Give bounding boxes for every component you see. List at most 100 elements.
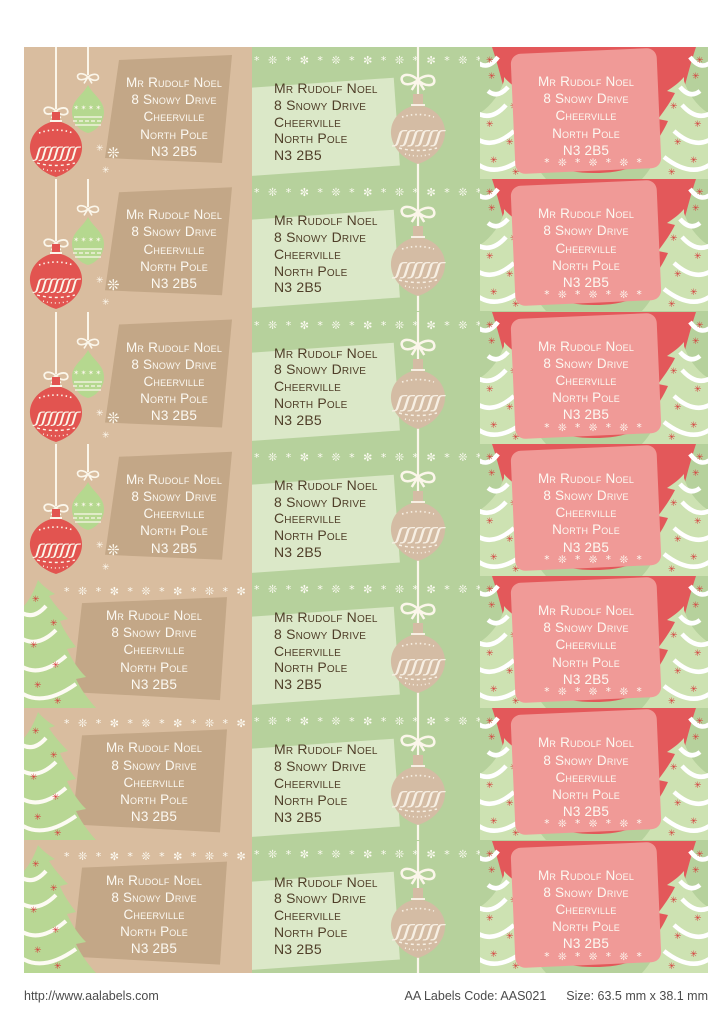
svg-text:✳: ✳ [690,421,698,431]
svg-text:✳: ✳ [486,649,494,659]
svg-text:✳: ✳ [690,817,698,827]
address-block: Mr Rudolf Noel 8 Snowy Drive Cheerville … [119,74,229,160]
svg-text:✳: ✳ [506,535,514,545]
svg-text:✳: ✳ [696,321,704,331]
svg-text:✳: ✳ [668,168,676,178]
svg-text:ʃʃʃʃʃʃʃ: ʃʃʃʃʃʃʃ [32,144,81,162]
address-line: North Pole [552,522,620,538]
svg-text:✳: ✳ [30,906,38,916]
snowflake-border: * ❊ * ✼ * ❊ * ✼ * ❊ * ✼ * [64,585,252,599]
red-bauble-icon: ʃʃʃʃʃʃʃ [29,508,82,574]
svg-text:✳: ✳ [670,763,678,773]
sparkle-icon: ✳ [96,541,104,551]
address-line: 8 Snowy Drive [131,92,217,108]
bow-icon [43,370,69,384]
label-sheet: Mr Rudolf Noel 8 Snowy Drive Cheerville … [24,47,708,973]
address-line: Mr Rudolf Noel [274,741,378,758]
sparkle-icon: ✳ [102,431,110,441]
snowflake-border: * ❊ * ✼ * ❊ * ✼ * ❊ * ✼ * ❊ * [254,847,480,861]
bow-icon [400,338,436,356]
svg-text:✳: ✳ [674,535,682,545]
svg-text:✳: ✳ [692,337,700,347]
label-trees-red: ✳ ✳ ✳ ✳ ✳ ✳ ✳ ✳ ✳ ✳ ✳ ✳ ✳ ✳ Mr Rudolf No… [480,443,708,577]
address-line: Mr Rudolf Noel [125,471,223,487]
bow-icon [76,72,100,84]
svg-text:✳: ✳ [54,829,62,839]
svg-text:✳: ✳ [30,641,38,651]
address-line: Mr Rudolf Noel [125,339,223,355]
address-block: Mr Rudolf Noel 8 Snowy Drive Cheerville … [274,874,396,958]
address-line: Cheerville [555,902,617,917]
snowflake-border: * ❊ * ❊ * ❊ * [544,553,644,566]
label-bauble-green: Mr Rudolf Noel 8 Snowy Drive Cheerville … [252,840,480,973]
address-line: N3 2B5 [274,147,322,164]
address-line: 8 Snowy Drive [543,884,629,900]
svg-text:✳: ✳ [694,385,702,395]
svg-text:✳: ✳ [486,56,494,66]
snowflake-border: * ❊ * ❊ * ❊ * [544,157,644,169]
address-line: N3 2B5 [274,543,322,560]
address-line: Cheerville [274,245,341,262]
address-line: North Pole [140,126,208,142]
label-bauble-green: Mr Rudolf Noel 8 Snowy Drive Cheerville … [252,47,480,180]
address-line: North Pole [552,654,620,670]
address-line: Mr Rudolf Noel [537,603,635,619]
snowflake-border: * ❊ * ❊ * ❊ * [544,421,644,434]
svg-text:✳: ✳ [52,793,60,803]
svg-text:✳: ✳ [674,932,682,942]
address-line: Mr Rudolf Noel [274,212,378,229]
address-line: N3 2B5 [150,276,198,292]
label-trees-red: ✳ ✳ ✳ ✳ ✳ ✳ ✳ ✳ ✳ ✳ ✳ ✳ ✳ ✳ Mr Rudolf No… [480,576,708,709]
svg-text:✳: ✳ [674,799,682,809]
label-ornaments-tan: Mr Rudolf Noel 8 Snowy Drive Cheerville … [24,179,252,312]
beige-bauble-icon: ʃʃʃʃʃʃ [390,887,447,958]
green-bauble-icon: ✶✶✶✶ [72,84,105,133]
address-line: Mr Rudolf Noel [274,344,378,361]
address-line: Cheerville [123,907,185,922]
address-box [105,319,232,428]
beige-bauble-icon: ʃʃʃʃʃʃ [390,490,447,561]
address-block: Mr Rudolf Noel 8 Snowy Drive Cheerville … [516,73,656,159]
address-line: N3 2B5 [274,940,322,957]
svg-text:✳: ✳ [670,367,678,377]
svg-text:✳: ✳ [490,950,498,960]
address-line: Mr Rudolf Noel [274,873,378,890]
address-block: Mr Rudolf Noel 8 Snowy Drive Cheerville … [516,338,656,424]
green-bauble-icon: ✶✶✶✶ [72,217,105,266]
svg-text:✳: ✳ [32,860,40,870]
svg-text:✳: ✳ [692,601,700,611]
address-line: 8 Snowy Drive [274,96,367,113]
svg-text:✳: ✳ [696,585,704,595]
svg-text:✶✶✶✶: ✶✶✶✶ [73,236,102,244]
address-line: N3 2B5 [130,676,178,692]
address-line: 8 Snowy Drive [111,625,197,641]
svg-text:✳: ✳ [690,553,698,563]
bow-icon [400,205,436,223]
green-bauble-icon: ✶✶✶✶ [72,349,105,398]
address-line: Mr Rudolf Noel [537,735,635,751]
svg-text:✳: ✳ [506,667,514,677]
svg-text:ʃʃʃʃʃʃʃ: ʃʃʃʃʃʃʃ [32,541,81,559]
label-trees-red: ✳ ✳ ✳ ✳ ✳ ✳ ✳ ✳ ✳ ✳ ✳ ✳ ✳ ✳ Mr Rudolf No… [480,840,708,973]
address-line: N3 2B5 [562,275,610,291]
snowflake-border: * ❊ * ✼ * ❊ * ✼ * ❊ * ✼ * [64,717,252,731]
address-block: Mr Rudolf Noel 8 Snowy Drive Cheerville … [90,607,218,693]
svg-text:ʃʃʃʃʃʃ: ʃʃʃʃʃʃ [392,657,447,677]
address-line: North Pole [552,786,620,802]
address-line: North Pole [274,923,348,940]
svg-text:✳: ✳ [692,204,700,214]
address-line: Cheerville [274,642,341,659]
svg-text:✳: ✳ [668,962,676,972]
green-bauble-icon: ✶✶✶✶ [72,481,105,530]
address-line: N3 2B5 [130,941,178,957]
address-line: N3 2B5 [562,936,610,952]
beige-bauble-icon: ʃʃʃʃʃʃ [390,358,447,429]
bow-icon [76,337,100,349]
address-line: N3 2B5 [150,143,198,159]
label-bauble-green: Mr Rudolf Noel 8 Snowy Drive Cheerville … [252,311,480,444]
svg-text:✳: ✳ [488,733,496,743]
address-line: 8 Snowy Drive [111,889,197,905]
svg-text:✳: ✳ [506,270,514,280]
label-trees-red: ✳ ✳ ✳ ✳ ✳ ✳ ✳ ✳ ✳ ✳ ✳ ✳ ✳ ✳ Mr Rudolf No… [480,311,708,444]
